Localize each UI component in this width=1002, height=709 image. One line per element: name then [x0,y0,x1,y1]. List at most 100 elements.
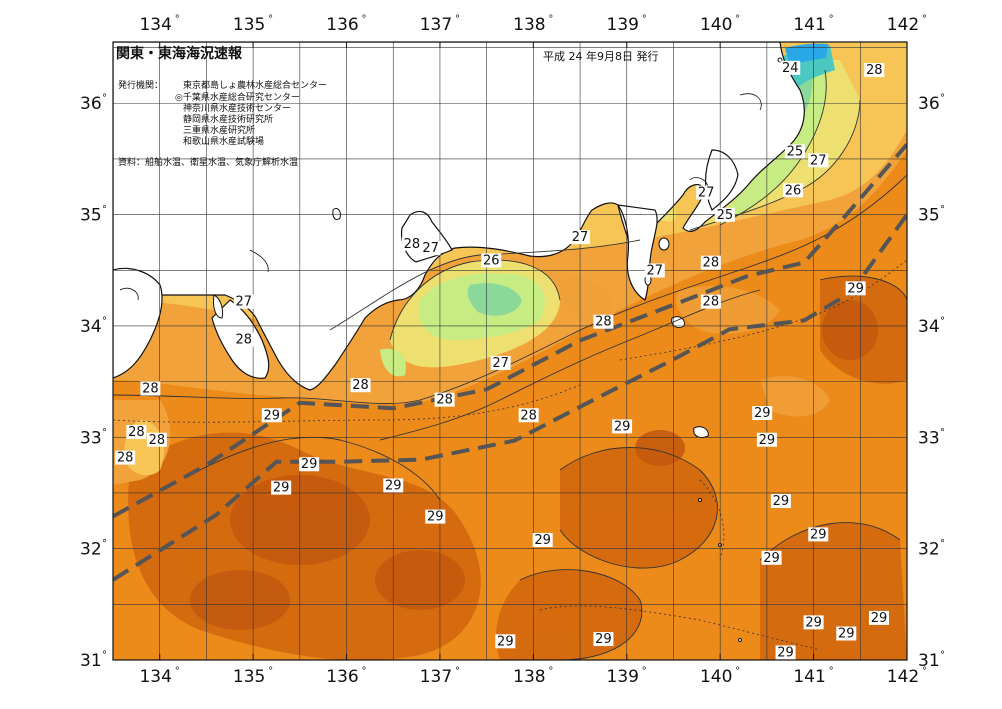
oshima-island [658,237,670,251]
lon-tick-label-bottom: 134 [139,667,171,687]
lat-tick-label-left: 33 [80,428,102,448]
isotherm-label-bg [233,332,254,347]
degree-symbol: ° [268,14,273,25]
isotherm-label: 28 [703,256,720,271]
isotherm-label-bg [808,527,829,542]
kuroshio-axis-lines [113,143,907,582]
lon-tick-label-bottom: 142 [887,667,919,687]
degree-symbol: ° [940,205,945,216]
isotherm-label: 27 [647,263,664,278]
lon-tick-label-bottom: 135 [233,667,265,687]
isotherm-label: 28 [866,63,883,78]
degree-symbol: ° [175,14,180,25]
isotherm-label: 28 [436,393,453,408]
isotherm-label-bg [434,392,455,407]
issuer-3: 神奈川県水産技術センター [183,102,291,114]
isotherm-label-bg [808,153,829,168]
lat-tick-label-right: 34 [918,317,940,337]
isotherm-label: 28 [520,408,537,423]
isotherm-label: 25 [717,208,734,223]
lon-tick-label-top: 136 [326,15,358,35]
isotherm-label-bg [401,236,422,251]
isotherm-label-bg [126,424,147,439]
plot-border [112,41,908,661]
axis-ticks: 134 °134 °135 °135 °136 °136 °137 °137 °138 °138 °… [80,14,945,687]
isotherm-label: 27 [236,295,253,310]
lon-tick-label-top: 138 [513,15,545,35]
isotherm-label-bg [784,144,805,159]
isotherm-label: 29 [614,419,631,434]
degree-symbol: ° [735,666,740,677]
lat-lon-grid [113,42,907,660]
isotherm-label-bg [350,378,371,393]
degree-symbol: ° [940,650,945,661]
degree-symbol: ° [940,427,945,438]
isotherm-label: 28 [142,382,159,397]
isotherm-label-bg [752,406,773,421]
lon-tick-label-bottom: 140 [700,667,732,687]
isotherm-label: 28 [404,237,421,252]
isotherm-label-bg [140,381,161,396]
isotherm-label-bg [532,532,553,547]
lon-tick-label-bottom: 136 [326,667,358,687]
degree-symbol: ° [455,14,460,25]
isotherm-label: 29 [763,551,780,566]
isotherm-label: 29 [264,408,281,423]
degree-symbol: ° [642,14,647,25]
isotherm-label: 24 [782,61,799,76]
lat-tick-label-left: 34 [80,317,102,337]
lat-tick-label-right: 31 [918,651,940,671]
degree-symbol: ° [362,666,367,677]
lat-tick-label-left: 32 [80,540,102,560]
isotherm-label-bg [481,253,502,268]
lon-tick-label-top: 141 [793,15,825,35]
isotherm-label: 28 [703,295,720,310]
degree-symbol: ° [940,93,945,104]
isotherm-label-bg [644,263,665,278]
isotherm-label: 29 [301,457,318,472]
degree-symbol: ° [102,539,107,550]
isotherm-label-bg [299,457,320,472]
isotherm-label-bg [700,294,721,309]
data-sources: 資料：船舶水温、衛星水温、気象庁解析水温 [118,156,298,168]
degree-symbol: ° [102,427,107,438]
ocean-30-dark-cores [190,300,878,630]
degree-symbol: ° [940,316,945,327]
isotherm-label-bg [780,60,801,75]
isotherm-label: 29 [838,627,855,642]
isotherm-label-bg [700,255,721,270]
isotherm-label: 29 [497,634,514,649]
degree-symbol: ° [268,666,273,677]
isotherm-label-bg [420,241,441,256]
lon-tick-label-top: 142 [887,15,919,35]
coast-details [119,93,762,301]
isotherm-label: 28 [149,433,166,448]
degree-symbol: ° [175,666,180,677]
kuroshio-axis-2 [113,213,907,582]
isotherm-label: 29 [754,406,771,421]
lon-tick-label-top: 137 [420,15,452,35]
lon-tick-label-top: 134 [139,15,171,35]
isotherm-label: 29 [805,615,822,630]
isotherm-label: 27 [810,153,827,168]
degree-symbol: ° [922,666,927,677]
isotherm-label-bg [233,294,254,309]
isotherm-label-bg [593,632,614,647]
isotherm-label: 26 [785,183,802,198]
isotherm-label: 29 [871,611,888,626]
lat-tick-label-right: 33 [918,428,940,448]
isotherm-label-bg [770,493,791,508]
isotherm-label-bg [146,432,167,447]
isotherm-label: 28 [352,378,369,393]
isotherm-label-bg [495,634,516,649]
lat-tick-label-left: 36 [80,94,102,114]
isotherm-label-bg [261,408,282,423]
isotherm-label-bg [490,355,511,370]
degree-symbol: ° [102,316,107,327]
isotherm-label: 27 [422,241,439,256]
lon-tick-label-top: 135 [233,15,265,35]
degree-symbol: ° [829,14,834,25]
degree-symbol: ° [102,650,107,661]
degree-symbol: ° [922,14,927,25]
